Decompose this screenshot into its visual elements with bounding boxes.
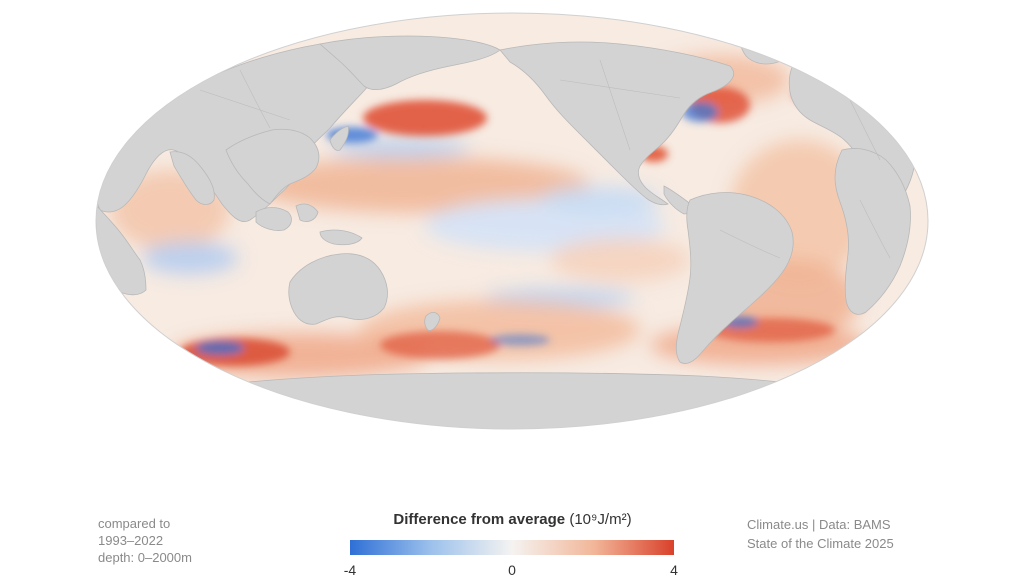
land-africa-west (834, 148, 911, 315)
land-borneo (255, 207, 292, 231)
land-india (169, 151, 215, 205)
land-new-zealand (424, 312, 441, 331)
land-south-america (675, 192, 794, 364)
baseline-note-line-3: depth: 0–2000m (98, 550, 192, 565)
source-credits: Climate.us | Data: BAMS State of the Cli… (747, 515, 894, 553)
land-east-asia (225, 128, 320, 205)
legend-unit: (10⁹J/m²) (569, 511, 632, 528)
legend-title-text: Difference from average (393, 511, 566, 528)
land-philippines (295, 203, 319, 222)
legend-title: Difference from average (10⁹J/m²) (340, 511, 685, 528)
land-japan (329, 125, 349, 151)
anomaly-hotspots (180, 85, 848, 366)
legend-tick-zero: 0 (508, 562, 516, 578)
legend-tick-min: -4 (343, 562, 357, 578)
land-antarctica (103, 372, 921, 429)
land-siberia (319, 35, 501, 90)
country-borders (199, 59, 891, 259)
baseline-note-line-2: 1993–2022 (98, 533, 164, 548)
land-australia (288, 253, 388, 325)
source-credit-line-2: State of the Climate 2025 (747, 536, 894, 551)
mollweide-map (95, 12, 929, 430)
color-legend: Difference from average (10⁹J/m²) -4 0 4 (340, 511, 685, 581)
globe-outline (95, 12, 929, 430)
land-north-america (499, 41, 735, 206)
anomaly-fields (110, 55, 870, 377)
source-credit-line-1: Climate.us | Data: BAMS (747, 517, 891, 532)
legend-tick-max: 4 (670, 562, 678, 578)
baseline-note-line-1: compared to (98, 516, 171, 531)
legend-color-bar (350, 540, 674, 555)
ocean-heat-map (95, 12, 929, 430)
baseline-notes: compared to 1993–2022 depth: 0–2000m (98, 515, 192, 566)
land-new-guinea (319, 229, 363, 246)
